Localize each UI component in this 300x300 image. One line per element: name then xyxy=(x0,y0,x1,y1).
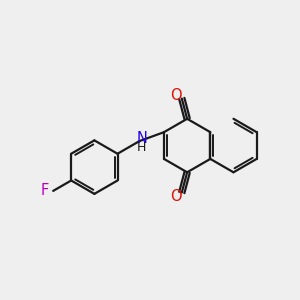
Text: O: O xyxy=(170,88,182,103)
Text: F: F xyxy=(41,183,49,198)
Text: H: H xyxy=(137,141,146,154)
Text: O: O xyxy=(170,189,182,204)
Text: N: N xyxy=(136,130,147,146)
